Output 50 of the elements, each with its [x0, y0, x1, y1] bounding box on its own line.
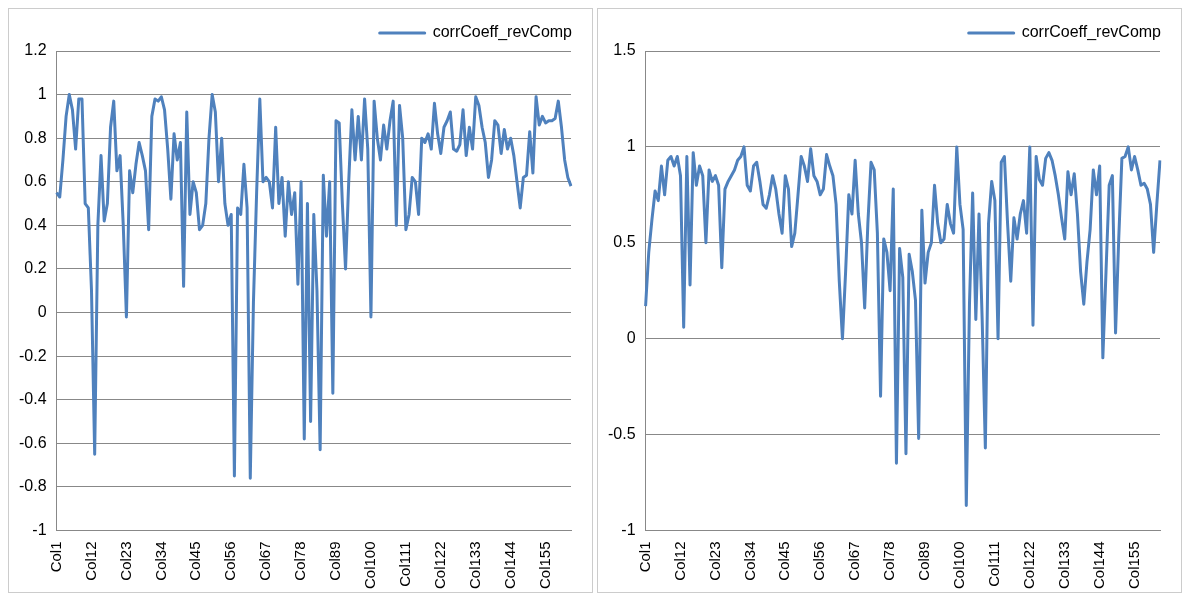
y-tick-label: 0.4 [24, 215, 47, 233]
x-tick-label: Col23 [705, 541, 723, 581]
y-tick-label: -0.6 [18, 433, 47, 451]
legend-label: corrCoeff_revComp [1021, 23, 1162, 42]
y-tick-label: -1 [621, 520, 636, 538]
y-tick-label: -0.2 [18, 346, 47, 364]
x-tick-label: Col23 [116, 541, 134, 581]
x-tick-label: Col56 [221, 541, 239, 581]
x-tick-label: Col12 [670, 541, 688, 581]
y-tick-label: -0.5 [607, 424, 636, 442]
y-tick-label: 1.5 [613, 41, 636, 59]
x-tick-label: Col100 [950, 541, 968, 590]
x-tick-label: Col122 [430, 541, 448, 590]
y-tick-label: -1 [32, 520, 47, 538]
x-tick-label: Col100 [361, 541, 379, 590]
y-tick-label: 1 [37, 84, 47, 102]
x-tick-label: Col1 [46, 541, 64, 573]
x-tick-label: Col56 [810, 541, 828, 581]
x-tick-label: Col133 [1054, 541, 1072, 590]
x-tick-label: Col144 [500, 541, 518, 590]
x-tick-label: Col155 [535, 541, 553, 590]
x-tick-label: Col45 [186, 541, 204, 581]
x-tick-label: Col45 [775, 541, 793, 581]
y-tick-label: 0.5 [613, 233, 636, 251]
y-tick-label: 0 [626, 329, 636, 347]
x-tick-label: Col67 [845, 541, 863, 581]
x-tick-label: Col78 [291, 541, 309, 581]
x-tick-label: Col1 [635, 541, 653, 573]
x-tick-label: Col34 [740, 541, 758, 581]
y-tick-label: 0.2 [24, 259, 47, 277]
x-tick-label: Col89 [915, 541, 933, 581]
x-tick-label: Col111 [396, 541, 414, 587]
x-tick-label: Col122 [1019, 541, 1037, 590]
x-tick-label: Col111 [985, 541, 1003, 587]
x-tick-label: Col155 [1124, 541, 1142, 590]
y-tick-label: 0 [37, 302, 47, 320]
x-tick-label: Col12 [81, 541, 99, 581]
x-tick-label: Col78 [880, 541, 898, 581]
y-tick-label: 1 [626, 137, 636, 155]
y-tick-label: -0.4 [18, 390, 47, 408]
legend-label: corrCoeff_revComp [432, 23, 573, 42]
x-tick-label: Col67 [256, 541, 274, 581]
y-tick-label: 0.6 [24, 172, 47, 190]
y-tick-label: 1.2 [24, 41, 47, 59]
x-tick-label: Col133 [465, 541, 483, 590]
x-tick-label: Col34 [151, 541, 169, 581]
x-tick-label: Col89 [326, 541, 344, 581]
y-tick-label: 0.8 [24, 128, 47, 146]
x-tick-label: Col144 [1089, 541, 1107, 590]
y-tick-label: -0.8 [18, 477, 47, 495]
